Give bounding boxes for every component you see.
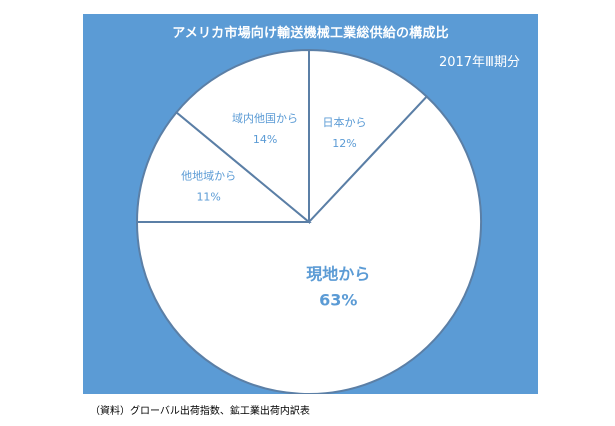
pie-chart: 日本から 12% 現地から 63% 他地域から 11% 域内他国から 14% [135,48,482,394]
pie-slice-local [135,95,482,394]
period-label: 2017年Ⅲ期分 [438,55,520,70]
slice-label-local: 現地から [306,264,370,283]
pie-slice-japan [308,48,429,225]
chart-panel: 日本から 12% 現地から 63% 他地域から 11% 域内他国から 14% アメリカ市場向け… [83,14,538,394]
slice-label-japan: 日本から [322,115,366,129]
pie-slice-intra-region [175,48,310,225]
slice-value-japan: 12% [332,137,356,150]
slice-label-other-regions: 他地域から [181,169,236,182]
chart-title: アメリカ市場向け輸送機械工業総供給の構成比 [172,26,449,41]
slice-label-intra-region: 域内他国から [232,111,298,125]
slice-value-local: 63% [319,290,357,309]
source-note: （資料）グローバル出荷指数、鉱工業出荷内訳表 [90,406,310,417]
slice-value-other-regions: 11% [196,190,220,203]
slice-value-intra-region: 14% [253,133,277,146]
pie-slice-other-regions [135,110,312,223]
